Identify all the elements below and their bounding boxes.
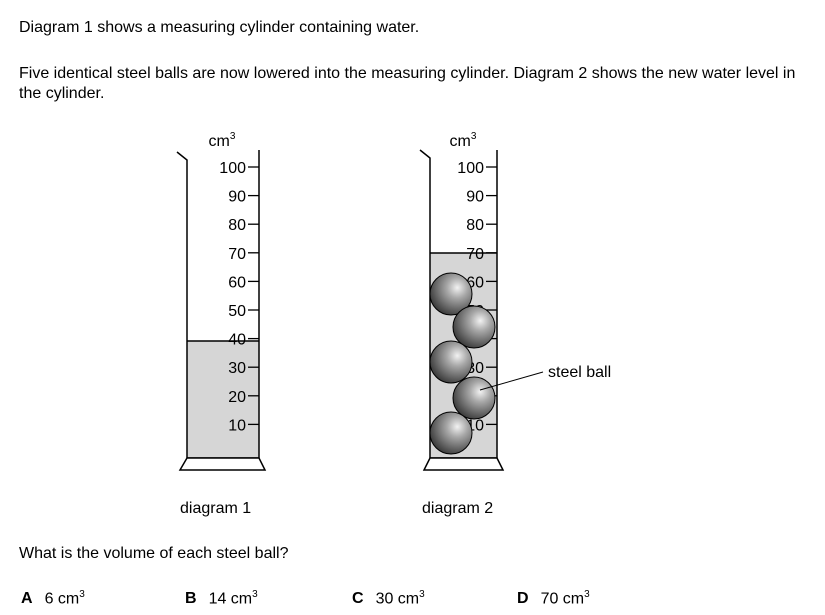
diagram1-cylinder: cm3 100 90 80 70 60 50 40 30 20 10 — [176, 131, 267, 471]
diagram1-scale-label: 50 — [228, 303, 246, 320]
option-a-letter: A — [21, 590, 33, 608]
option-a-value: 6 cm — [44, 590, 80, 608]
option-d-letter: D — [517, 590, 529, 608]
option-b-value: 14 cm — [208, 590, 253, 608]
steel-ball-label: steel ball — [548, 364, 611, 381]
steel-ball — [452, 376, 496, 420]
option-c: C 30 cm3 — [352, 589, 425, 608]
diagram1-base — [178, 457, 267, 471]
diagram2-base — [422, 457, 505, 471]
steel-ball — [429, 340, 473, 384]
diagram2-scale-label: 80 — [466, 217, 484, 234]
steel-balls — [429, 272, 496, 455]
diagram2-unit-label: cm3 — [450, 131, 477, 150]
diagram1-scale-label: 60 — [228, 274, 246, 291]
option-b: B 14 cm3 — [185, 589, 258, 608]
diagram1-unit-label: cm3 — [209, 131, 236, 150]
option-c-letter: C — [352, 590, 364, 608]
diagram2-scale-label: 90 — [466, 189, 484, 206]
diagram1-scale-label: 90 — [228, 189, 246, 206]
diagram1-scale-label: 30 — [228, 360, 246, 377]
steel-ball — [429, 272, 473, 316]
diagram2-scale-label: 100 — [457, 160, 484, 177]
diagram2-caption: diagram 2 — [422, 500, 494, 517]
option-b-letter: B — [185, 590, 197, 608]
option-d-value: 70 cm — [540, 590, 585, 608]
question-text: What is the volume of each steel ball? — [19, 545, 289, 562]
option-c-value: 30 cm — [375, 590, 420, 608]
steel-ball — [452, 305, 496, 349]
description-text: Five identical steel balls are now lower… — [19, 65, 796, 102]
steel-ball — [429, 411, 473, 455]
diagram1-scale-label: 10 — [228, 417, 246, 434]
diagram1-scale-label: 20 — [228, 389, 246, 406]
diagram1-scale-label: 80 — [228, 217, 246, 234]
diagram1-caption: diagram 1 — [180, 500, 252, 517]
diagram2-scale-label: 70 — [466, 246, 484, 263]
steel-ball-pointer — [479, 371, 544, 391]
intro-text: Diagram 1 shows a measuring cylinder con… — [19, 19, 420, 36]
diagram2-left-wall — [419, 149, 431, 458]
diagram1-left-wall — [176, 151, 188, 458]
diagram1-scale-label: 70 — [228, 246, 246, 263]
diagram1-water — [187, 341, 259, 458]
option-d: D 70 cm3 — [517, 589, 590, 608]
diagram1-scale-label: 40 — [228, 332, 246, 349]
diagram1-scale-label: 100 — [219, 160, 246, 177]
